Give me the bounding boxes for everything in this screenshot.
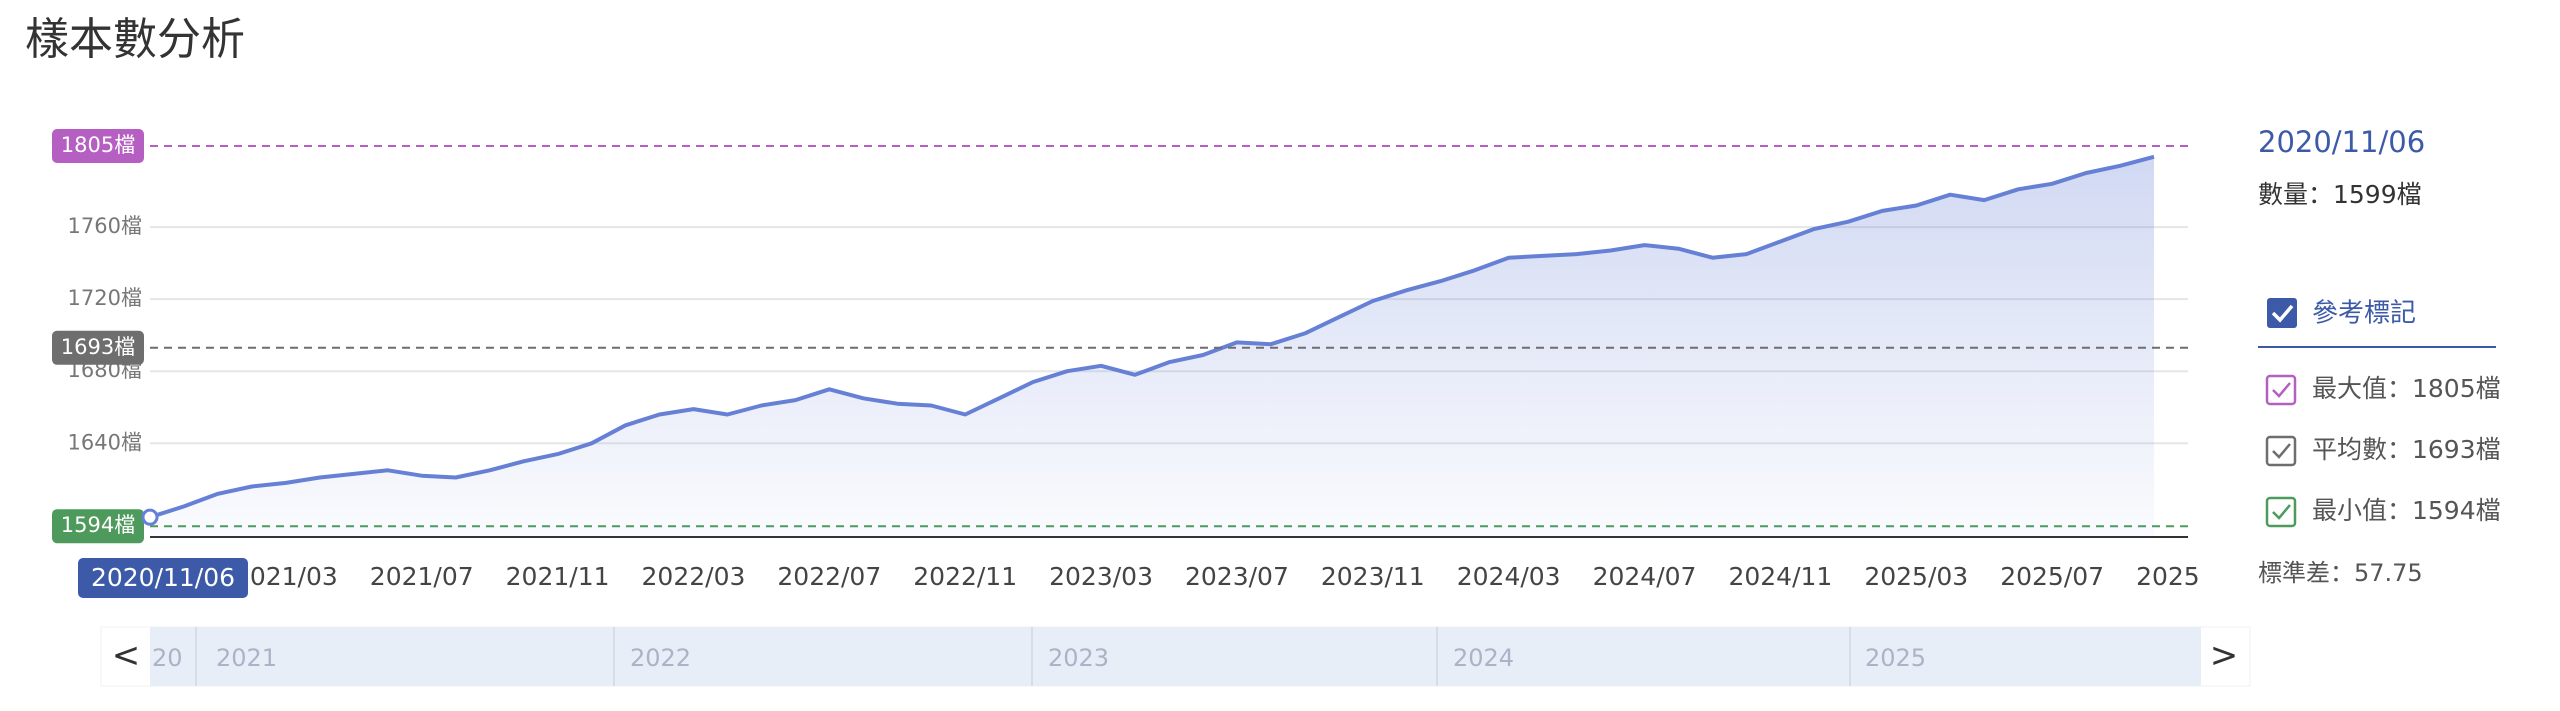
x-tick-label: 2021/11 bbox=[506, 562, 610, 591]
x-tick-label: 2024/07 bbox=[1593, 562, 1697, 591]
x-tick-label: 2021/03 bbox=[234, 562, 338, 591]
marker-label: 平均數：1693檔 bbox=[2312, 435, 2501, 464]
marker-label: 最大值：1805檔 bbox=[2312, 374, 2501, 403]
navigator-track[interactable] bbox=[150, 627, 2201, 686]
x-tick-label: 2024/03 bbox=[1457, 562, 1561, 591]
area bbox=[150, 156, 2155, 538]
line bbox=[149, 154, 2155, 520]
x-tick-label: 2022/07 bbox=[777, 562, 881, 591]
nav-label: 2025 bbox=[1865, 644, 1926, 672]
hover-badge bbox=[78, 558, 248, 598]
x-tick-label: 2025/03 bbox=[1864, 562, 1968, 591]
hover-point bbox=[141, 508, 159, 526]
x-ticks: 2021/03 2021/07 2021/11 2022/03 2022/07 2022/… bbox=[234, 562, 2240, 591]
panel-marker-title: 參考標記 bbox=[2312, 299, 2416, 329]
check bbox=[2272, 443, 2291, 459]
nav-next[interactable]: > bbox=[2210, 636, 2239, 676]
reference-label: 1693檔 bbox=[61, 335, 135, 359]
nav-label: 2023 bbox=[1048, 644, 1109, 672]
check bbox=[2272, 382, 2291, 398]
nav-prev[interactable]: < bbox=[112, 636, 141, 676]
marker-checkbox[interactable] bbox=[2265, 435, 2297, 467]
marker-label: 最小值：1594檔 bbox=[2312, 496, 2501, 525]
reference-badge bbox=[52, 129, 144, 164]
x-tick-label: 2021/07 bbox=[370, 562, 474, 591]
marker-checkbox[interactable] bbox=[2265, 374, 2297, 406]
reference-badge bbox=[52, 330, 144, 365]
check bbox=[2271, 304, 2294, 323]
panel-std: 標準差：57.75 bbox=[2258, 559, 2423, 587]
x-tick-label: 2023/11 bbox=[1321, 562, 1425, 591]
marker-toggle[interactable] bbox=[2267, 298, 2297, 328]
x-tick-label: 2022/11 bbox=[913, 562, 1017, 591]
y-tick-label: 1640檔 bbox=[68, 430, 142, 454]
panel-date: 2020/11/06 bbox=[2258, 125, 2425, 159]
marker-checkbox[interactable] bbox=[2265, 496, 2297, 528]
page-title: 樣本數分析 bbox=[25, 14, 245, 65]
reference-label: 1805檔 bbox=[61, 133, 135, 157]
nav-label: 20 bbox=[152, 644, 183, 672]
nav-label: 2024 bbox=[1453, 644, 1514, 672]
nav-label: 2021 bbox=[216, 644, 277, 672]
x-tick-label: 2025/11 bbox=[2136, 562, 2240, 591]
reference-label: 1594檔 bbox=[61, 513, 135, 537]
check bbox=[2272, 504, 2291, 520]
x-tick-label: 2022/03 bbox=[642, 562, 746, 591]
x-tick-label: 2024/11 bbox=[1728, 562, 1832, 591]
panel-count: 數量：1599檔 bbox=[2258, 180, 2422, 209]
hover-date: 2020/11/06 bbox=[91, 563, 235, 592]
y-tick-label: 1720檔 bbox=[68, 286, 142, 310]
x-tick-label: 2023/03 bbox=[1049, 562, 1153, 591]
reference-badge bbox=[52, 509, 144, 544]
y-tick-label: 1760檔 bbox=[68, 214, 142, 238]
x-tick-label: 2025/07 bbox=[2000, 562, 2104, 591]
nav-label: 2022 bbox=[630, 644, 691, 672]
x-tick-label: 2023/07 bbox=[1185, 562, 1289, 591]
